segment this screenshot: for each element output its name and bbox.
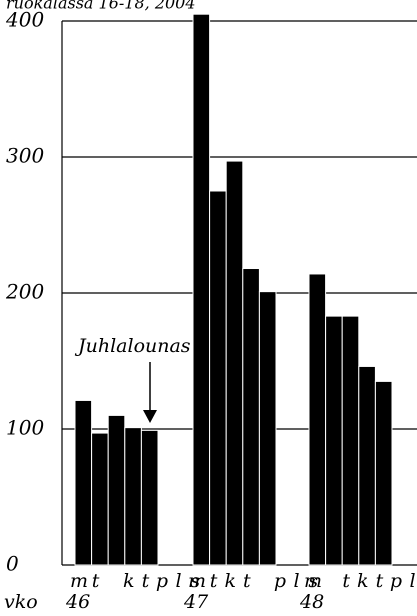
- x-axis-label: vko: [4, 591, 38, 613]
- week-label-48: 48: [299, 591, 324, 613]
- y-axis-ticks: 0 100 200 300 400: [5, 8, 44, 576]
- day-label: t: [142, 570, 150, 592]
- y-tick-label: 200: [5, 280, 44, 304]
- week-label-47: 47: [183, 591, 209, 613]
- day-label: s: [190, 570, 200, 592]
- bar-week-47-day-3: [225, 160, 244, 566]
- bar-week-48-day-2: [325, 315, 343, 566]
- day-label: s: [308, 570, 318, 592]
- week-labels: 46 47 48: [65, 591, 324, 613]
- day-label: l: [176, 570, 182, 592]
- day-label: t: [243, 570, 251, 592]
- day-label: p: [274, 570, 286, 592]
- day-label: m: [304, 570, 322, 592]
- y-tick-label: 400: [5, 8, 44, 32]
- week-label-46: 46: [65, 591, 90, 613]
- day-label: t: [342, 570, 350, 592]
- y-tick-label: 0: [6, 552, 19, 576]
- chart-title: ruokalassa 16-18, 2004: [6, 0, 196, 13]
- day-label: k: [357, 570, 369, 592]
- day-label: p: [156, 570, 168, 592]
- bar-week-47-day-2: [209, 190, 227, 566]
- day-label: l: [294, 570, 300, 592]
- bar-week-46-day-4: [124, 427, 142, 566]
- y-tick-label: 300: [6, 144, 44, 168]
- bar-week-48-day-3: [341, 315, 360, 566]
- day-label: m: [70, 570, 88, 592]
- day-label: t: [210, 570, 218, 592]
- day-label: m: [188, 570, 206, 592]
- bar-week-46-day-5: [140, 429, 159, 566]
- bar-week-47-day-4: [242, 268, 260, 566]
- bar-week-47-day-5: [258, 291, 277, 566]
- bar-week-48-day-1: [308, 273, 327, 566]
- annotation: Juhlalounas: [74, 335, 191, 423]
- bar-week-46-day-1: [74, 399, 93, 566]
- bar-week-46-day-3: [107, 414, 126, 566]
- day-label: k: [123, 570, 135, 592]
- bar-week-48-day-4: [358, 365, 376, 566]
- day-label: l: [410, 570, 416, 592]
- day-labels: mtktplsmtktplsmtktpls: [70, 570, 416, 592]
- day-label: t: [376, 570, 384, 592]
- y-tick-label: 100: [6, 416, 44, 440]
- bars: [74, 13, 393, 566]
- day-label: t: [92, 570, 100, 592]
- bar-week-48-day-5: [374, 380, 393, 566]
- bar-week-47-day-1: [192, 13, 211, 566]
- bar-week-46-day-2: [91, 432, 109, 566]
- annotation-text: Juhlalounas: [74, 335, 191, 357]
- day-label: p: [390, 570, 402, 592]
- day-label: k: [224, 570, 236, 592]
- annotation-arrowhead: [143, 410, 157, 423]
